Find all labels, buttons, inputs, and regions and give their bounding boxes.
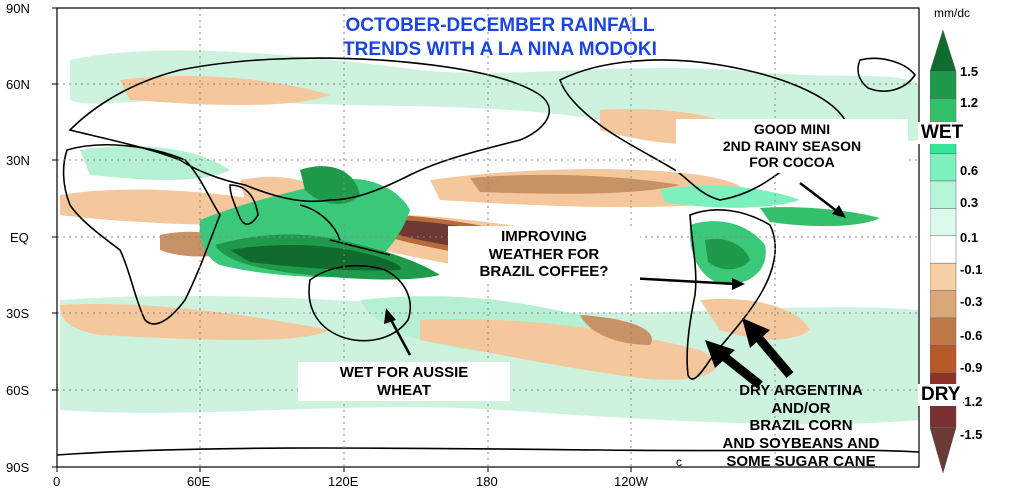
colorbar-tick-label: -0.1 [960, 262, 983, 277]
colorbar-tick-label: -1.5 [960, 427, 983, 442]
colorbar-tick-label: 0.6 [960, 163, 979, 178]
dry-region [420, 319, 717, 380]
dry-region [60, 304, 330, 340]
colorbar-swatch [930, 345, 957, 374]
colorbar-swatch [930, 71, 957, 100]
lon-label: 180 [476, 474, 498, 489]
colorbar-tick-label: 1.5 [960, 64, 979, 79]
dry-region [470, 174, 680, 194]
wet-region [660, 185, 800, 208]
lat-label: 30S [6, 306, 29, 321]
wet-region [760, 207, 880, 227]
colorbar-swatch [930, 30, 957, 72]
colorbar-wet-label: WET [918, 122, 967, 144]
wet-region [80, 146, 230, 180]
colorbar-tick-label: -0.6 [960, 328, 983, 343]
colorbar-tick-label: 1.2 [960, 95, 979, 110]
colorbar-tick-label: -1.2 [960, 394, 983, 409]
colorbar-swatch [930, 208, 957, 237]
annotation-argentina: DRY ARGENTINA AND/OR BRAZIL CORN AND SOY… [722, 382, 880, 470]
colorbar-tick-label: 0.1 [960, 230, 979, 245]
colorbar-swatch [930, 98, 957, 127]
colorbar-swatch [930, 180, 957, 209]
lat-label: 60N [6, 77, 30, 92]
annotation-arrows [384, 182, 846, 389]
annotation-coffee: IMPROVING WEATHER FOR BRAZIL COFFEE? [448, 226, 640, 284]
colorbar-tick-label: -0.9 [960, 360, 983, 375]
colorbar-swatch [930, 153, 957, 182]
colorbar-swatch [930, 290, 957, 319]
lon-label: 120E [328, 474, 359, 489]
lon-label: 60E [187, 474, 210, 489]
lat-label: EQ [10, 230, 29, 245]
lat-label: 30N [6, 153, 30, 168]
colorbar [930, 30, 957, 474]
lon-label: 120W [614, 474, 649, 489]
dry-region [580, 315, 652, 345]
axis-ticks [52, 7, 632, 472]
colorbar-swatch [930, 317, 957, 346]
colorbar-swatch [930, 427, 957, 474]
annotation-aussie-wheat: WET FOR AUSSIE WHEAT [298, 362, 510, 402]
credit-text: c [676, 455, 682, 469]
colorbar-unit: mm/dc [934, 6, 970, 20]
colorbar-dry-label: DRY [918, 384, 964, 406]
wet-core [705, 238, 750, 270]
lat-label: 60S [6, 383, 29, 398]
dry-region [120, 75, 330, 105]
colorbar-tick-label: 0.3 [960, 195, 979, 210]
lon-label: 0 [53, 474, 60, 489]
lat-label: 90S [6, 460, 29, 475]
lat-label: 90N [6, 1, 30, 16]
annotation-cocoa: GOOD MINI 2ND RAINY SEASON FOR COCOA [676, 119, 908, 173]
colorbar-tick-label: -0.3 [960, 294, 983, 309]
wet-core [300, 166, 360, 205]
wet-core [230, 244, 401, 271]
colorbar-swatch [930, 262, 957, 291]
dry-region [700, 299, 810, 340]
colorbar-swatch [930, 235, 957, 264]
map-title: OCTOBER-DECEMBER RAINFALL TRENDS WITH A … [343, 15, 657, 60]
